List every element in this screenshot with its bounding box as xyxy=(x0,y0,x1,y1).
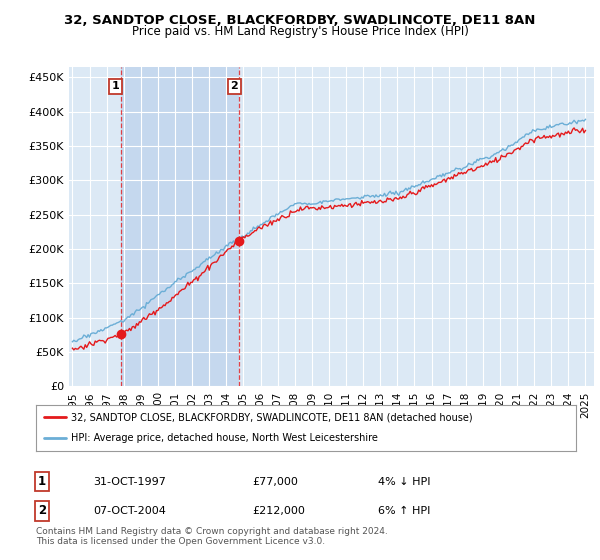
Text: 32, SANDTOP CLOSE, BLACKFORDBY, SWADLINCOTE, DE11 8AN: 32, SANDTOP CLOSE, BLACKFORDBY, SWADLINC… xyxy=(64,14,536,27)
Text: HPI: Average price, detached house, North West Leicestershire: HPI: Average price, detached house, Nort… xyxy=(71,433,378,444)
Text: Price paid vs. HM Land Registry's House Price Index (HPI): Price paid vs. HM Land Registry's House … xyxy=(131,25,469,38)
Text: Contains HM Land Registry data © Crown copyright and database right 2024.
This d: Contains HM Land Registry data © Crown c… xyxy=(36,526,388,546)
Text: £77,000: £77,000 xyxy=(252,477,298,487)
Text: 2: 2 xyxy=(38,504,46,517)
Text: 6% ↑ HPI: 6% ↑ HPI xyxy=(378,506,430,516)
Text: 1: 1 xyxy=(38,475,46,488)
Text: 32, SANDTOP CLOSE, BLACKFORDBY, SWADLINCOTE, DE11 8AN (detached house): 32, SANDTOP CLOSE, BLACKFORDBY, SWADLINC… xyxy=(71,412,473,422)
Text: 2: 2 xyxy=(230,81,238,91)
Text: 4% ↓ HPI: 4% ↓ HPI xyxy=(378,477,431,487)
Text: £212,000: £212,000 xyxy=(252,506,305,516)
Text: 31-OCT-1997: 31-OCT-1997 xyxy=(93,477,166,487)
Text: 07-OCT-2004: 07-OCT-2004 xyxy=(93,506,166,516)
Bar xyxy=(121,67,239,386)
Text: 1: 1 xyxy=(112,81,119,91)
